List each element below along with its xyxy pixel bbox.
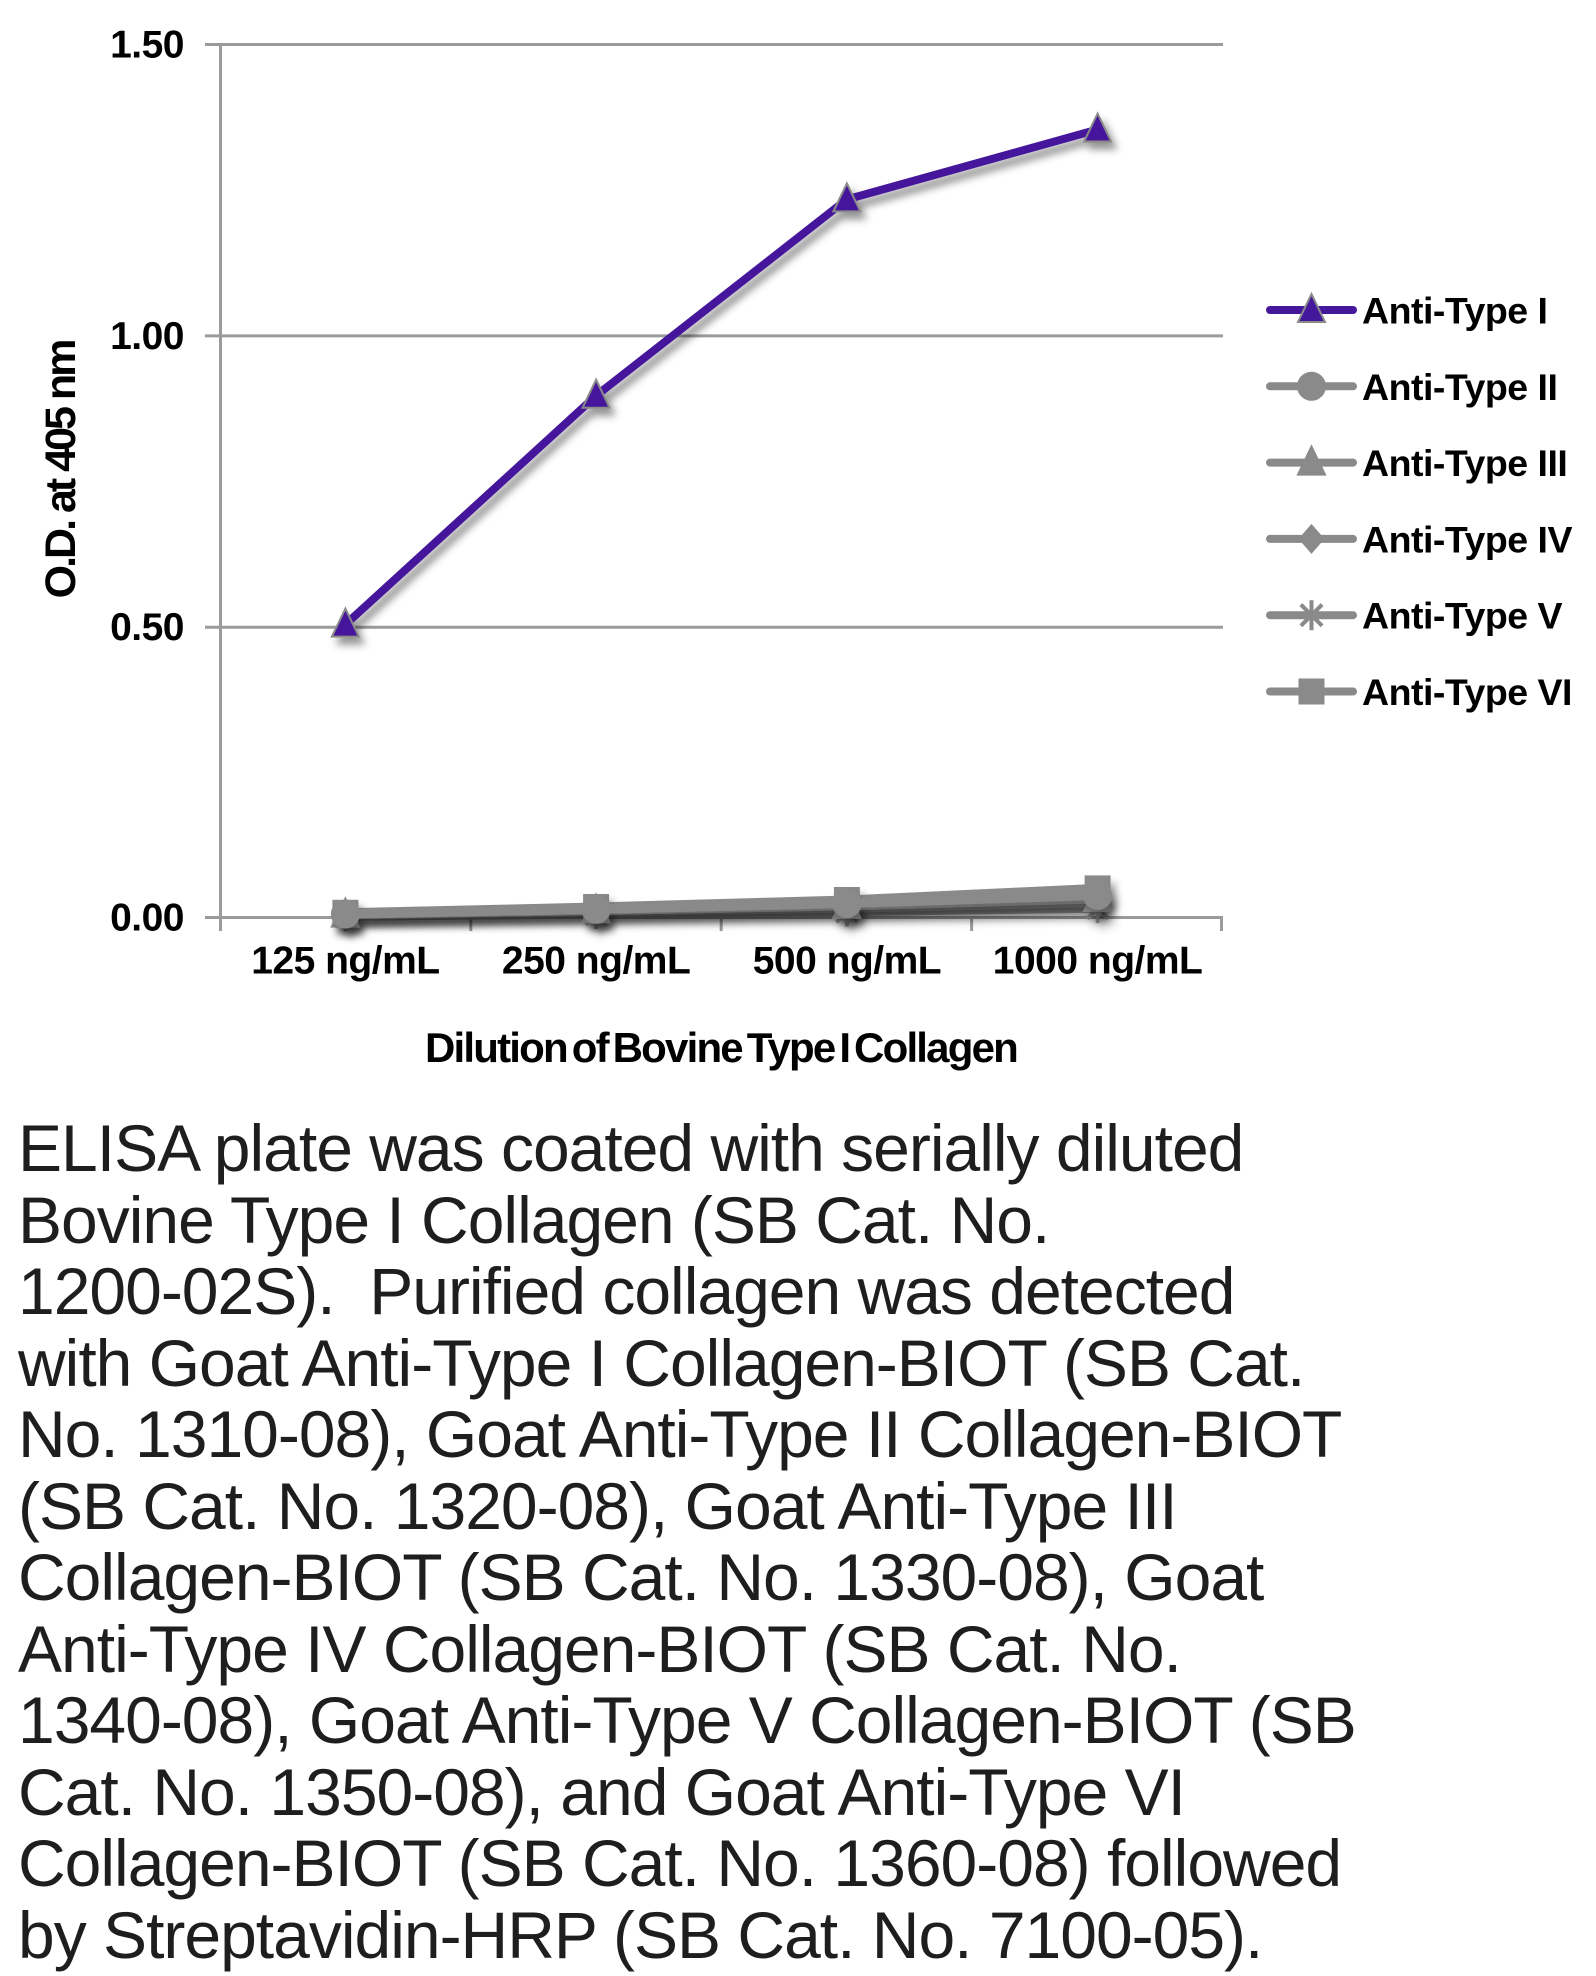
svg-text:Anti-Type V: Anti-Type V xyxy=(1362,595,1563,637)
svg-text:0.50: 0.50 xyxy=(110,606,184,649)
svg-text:1.50: 1.50 xyxy=(110,24,184,67)
svg-text:Anti-Type I: Anti-Type I xyxy=(1362,290,1547,332)
svg-text:1.00: 1.00 xyxy=(110,315,184,358)
svg-text:Anti-Type VI: Anti-Type VI xyxy=(1362,671,1572,713)
svg-text:250 ng/mL: 250 ng/mL xyxy=(502,940,690,983)
svg-text:125 ng/mL: 125 ng/mL xyxy=(251,940,439,983)
svg-text:0.00: 0.00 xyxy=(110,897,184,940)
svg-text:Anti-Type II: Anti-Type II xyxy=(1362,366,1557,408)
svg-text:1000 ng/mL: 1000 ng/mL xyxy=(993,940,1203,983)
svg-text:500 ng/mL: 500 ng/mL xyxy=(753,940,941,983)
svg-text:Dilution of Bovine Type I Coll: Dilution of Bovine Type I Collagen xyxy=(425,1024,1017,1071)
svg-text:Anti-Type III: Anti-Type III xyxy=(1362,442,1567,484)
svg-text:Anti-Type IV: Anti-Type IV xyxy=(1362,518,1572,560)
svg-text:O.D. at 405 nm: O.D. at 405 nm xyxy=(37,341,85,598)
